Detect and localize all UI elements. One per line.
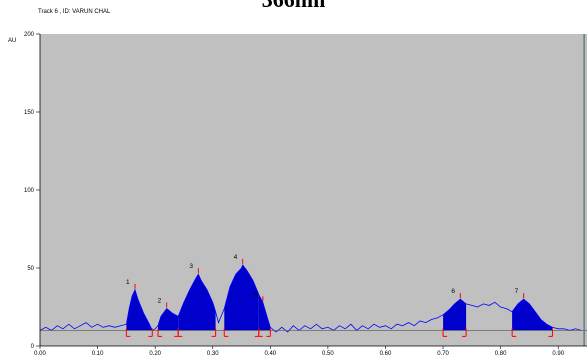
signal-trace bbox=[39, 264, 582, 333]
x-tick-label: 0.90 bbox=[552, 351, 564, 357]
chart-title: 366nm bbox=[0, 0, 587, 13]
peak-area-6 bbox=[443, 299, 467, 331]
peak-label-7: 7 bbox=[515, 288, 519, 295]
y-axis-label: AU bbox=[8, 38, 16, 44]
peak-area-7 bbox=[512, 299, 553, 331]
x-tick-label: 0.00 bbox=[34, 351, 46, 357]
peak-label-6: 6 bbox=[451, 288, 455, 295]
y-tick-label: 50 bbox=[27, 266, 34, 272]
x-tick-label: 0.80 bbox=[495, 351, 507, 357]
peak-label-1: 1 bbox=[126, 279, 130, 286]
peak-label-2: 2 bbox=[158, 298, 162, 305]
y-tick-label: 100 bbox=[24, 188, 35, 194]
plot-background bbox=[40, 34, 587, 346]
peak-label-5: 5 bbox=[254, 291, 258, 298]
peak-label-3: 3 bbox=[189, 263, 193, 270]
x-tick-label: 0.40 bbox=[264, 351, 276, 357]
y-tick-label: 150 bbox=[24, 110, 35, 116]
x-tick-label: 0.20 bbox=[149, 351, 161, 357]
x-tick-label: 0.70 bbox=[437, 351, 449, 357]
x-tick-label: 0.30 bbox=[207, 351, 219, 357]
y-tick-label: 0 bbox=[31, 344, 35, 350]
peak-area-1 bbox=[126, 289, 153, 331]
y-tick-label: 200 bbox=[24, 32, 35, 38]
track-label: Track 6 , ID: VARUN CHAL bbox=[38, 9, 111, 15]
x-tick-label: 0.50 bbox=[322, 351, 334, 357]
x-tick-label: 0.60 bbox=[380, 351, 392, 357]
peak-label-4: 4 bbox=[234, 254, 238, 261]
peak-area-5 bbox=[258, 294, 271, 331]
x-tick-label: 0.10 bbox=[92, 351, 104, 357]
peak-area-3 bbox=[178, 274, 216, 331]
